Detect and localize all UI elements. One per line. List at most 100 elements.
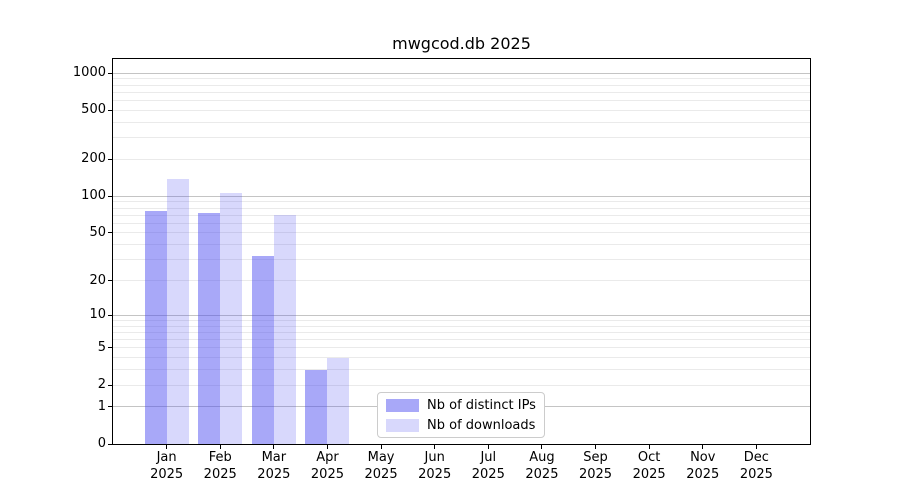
year-label: 2025: [310, 467, 344, 482]
y-tick-label-200: 200: [81, 151, 106, 167]
bar-distinct-ips-feb: [198, 212, 221, 444]
x-tick-mark-mar: [273, 445, 275, 449]
y-tick-mark-50: [108, 232, 112, 234]
y-tick-label-20: 20: [89, 272, 106, 288]
month-label: Jan: [156, 450, 177, 465]
bar-downloads-apr: [327, 357, 350, 444]
x-tick-label-feb: Feb 2025: [188, 449, 252, 483]
legend-swatch-downloads: [386, 418, 419, 432]
gridline-y-60: [113, 222, 810, 224]
x-tick-mark-jun: [434, 445, 436, 449]
gridline-y-2: [113, 384, 810, 386]
x-tick-label-mar: Mar 2025: [242, 449, 306, 483]
bar-distinct-ips-mar: [251, 256, 274, 444]
gridline-y-100: [113, 195, 810, 197]
x-tick-label-may: May 2025: [349, 449, 413, 483]
year-label: 2025: [739, 467, 773, 482]
legend-item-downloads: Nb of downloads: [386, 418, 536, 433]
y-tick-mark-20: [108, 280, 112, 282]
gridline-y-200: [113, 158, 810, 160]
x-tick-mark-sep: [595, 445, 597, 449]
year-label: 2025: [364, 467, 398, 482]
x-tick-label-oct: Oct 2025: [617, 449, 681, 483]
month-label: Feb: [208, 450, 232, 465]
y-tick-label-2: 2: [97, 377, 106, 393]
legend: Nb of distinct IPs Nb of downloads: [377, 392, 545, 438]
gridline-y-5: [113, 347, 810, 349]
y-tick-mark-1000: [108, 72, 112, 74]
month-label: Dec: [743, 450, 769, 465]
month-label: Nov: [690, 450, 716, 465]
year-label: 2025: [150, 467, 184, 482]
gridline-y-6: [113, 339, 810, 341]
year-label: 2025: [418, 467, 452, 482]
month-label: Apr: [316, 450, 339, 465]
year-label: 2025: [578, 467, 613, 482]
gridline-y-30: [113, 259, 810, 261]
gridline-y-600: [113, 99, 810, 101]
legend-swatch-distinct-ips: [386, 398, 419, 412]
legend-label-distinct-ips: Nb of distinct IPs: [427, 397, 536, 413]
y-tick-mark-1: [108, 406, 112, 408]
year-label: 2025: [471, 467, 505, 482]
x-tick-label-nov: Nov 2025: [671, 449, 735, 483]
x-tick-label-aug: Aug 2025: [510, 449, 574, 483]
x-tick-mark-apr: [326, 445, 328, 449]
year-label: 2025: [257, 467, 291, 482]
x-tick-mark-nov: [702, 445, 704, 449]
month-label: Jul: [480, 450, 497, 465]
gridline-y-3: [113, 369, 810, 371]
x-tick-label-sep: Sep 2025: [564, 449, 628, 483]
bar-distinct-ips-jan: [144, 210, 167, 444]
chart-title: mwgcod.db 2025: [392, 34, 531, 53]
gridline-y-700: [113, 91, 810, 93]
bar-downloads-mar: [273, 215, 296, 444]
year-label: 2025: [525, 467, 559, 482]
x-tick-mark-feb: [219, 445, 221, 449]
x-tick-mark-aug: [541, 445, 543, 449]
gridline-y-4: [113, 357, 810, 359]
bar-downloads-jan: [166, 179, 189, 444]
plot-area: [112, 58, 811, 445]
month-label: Oct: [637, 450, 661, 465]
gridline-y-900: [113, 78, 810, 80]
y-tick-label-50: 50: [89, 224, 106, 240]
month-label: Jun: [424, 450, 445, 465]
y-tick-mark-200: [108, 158, 112, 160]
x-tick-label-apr: Apr 2025: [295, 449, 359, 483]
gridline-y-800: [113, 84, 810, 86]
bar-distinct-ips-apr: [305, 369, 328, 444]
gridline-y-8: [113, 325, 810, 327]
y-tick-mark-100: [108, 195, 112, 197]
month-label: Aug: [529, 450, 555, 465]
month-label: May: [367, 450, 395, 465]
y-tick-mark-0: [108, 443, 112, 445]
month-label: Mar: [261, 450, 287, 465]
legend-item-distinct-ips: Nb of distinct IPs: [386, 398, 536, 413]
x-tick-mark-dec: [755, 445, 757, 449]
gridline-y-20: [113, 280, 810, 282]
year-label: 2025: [632, 467, 666, 482]
y-tick-label-10: 10: [89, 307, 106, 323]
gridline-y-10: [113, 314, 810, 316]
gridline-y-300: [113, 137, 810, 139]
gridline-y-7: [113, 331, 810, 333]
x-tick-label-jun: Jun 2025: [403, 449, 467, 483]
y-tick-label-5: 5: [97, 339, 106, 355]
y-tick-mark-10: [108, 314, 112, 316]
gridline-y-500: [113, 109, 810, 111]
gridline-y-1000: [113, 72, 810, 74]
gridline-y-90: [113, 201, 810, 203]
x-tick-mark-may: [380, 445, 382, 449]
y-tick-label-100: 100: [81, 188, 106, 204]
legend-label-downloads: Nb of downloads: [427, 417, 536, 433]
gridline-y-400: [113, 121, 810, 123]
x-tick-label-jul: Jul 2025: [456, 449, 520, 483]
x-tick-label-dec: Dec 2025: [724, 449, 788, 483]
y-tick-mark-2: [108, 384, 112, 386]
y-tick-label-500: 500: [81, 102, 106, 118]
x-tick-mark-jan: [166, 445, 168, 449]
y-tick-label-1: 1: [97, 398, 106, 414]
gridline-y-70: [113, 214, 810, 216]
